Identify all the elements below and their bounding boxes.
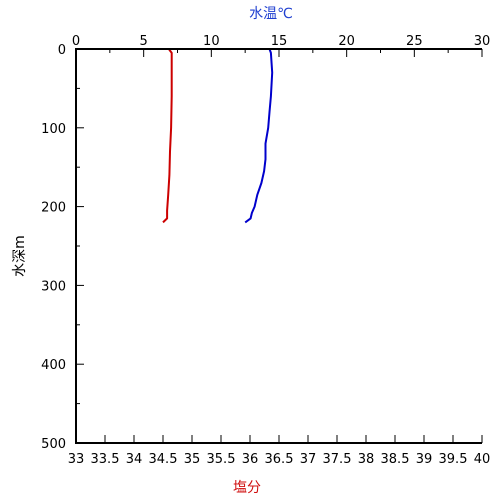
bottom-tick-label: 36.5 (265, 452, 294, 467)
bottom-axis-title: 塩分 (233, 480, 261, 496)
bottom-tick-label: 34.5 (149, 452, 178, 467)
bottom-tick-label: 35 (184, 452, 201, 467)
top-tick-label: 10 (203, 34, 220, 49)
top-tick-label: 25 (406, 34, 423, 49)
left-tick-label: 0 (58, 43, 66, 58)
top-axis-title: 水温℃ (249, 6, 293, 22)
bottom-tick-label: 33.5 (91, 452, 120, 467)
left-tick-label: 400 (41, 358, 66, 373)
bottom-tick-label: 40 (474, 452, 491, 467)
bottom-tick-label: 34 (126, 452, 143, 467)
bottom-tick-label: 35.5 (207, 452, 236, 467)
bottom-tick-label: 37 (300, 452, 317, 467)
top-tick-label: 5 (140, 34, 148, 49)
left-axis-title: 水深m (12, 235, 28, 277)
temperature-profile-line (244, 48, 274, 224)
bottom-tick-label: 37.5 (323, 452, 352, 467)
bottom-tick-label: 36 (242, 452, 259, 467)
left-tick-label: 300 (41, 279, 66, 294)
bottom-tick-label: 33 (68, 452, 85, 467)
top-tick-label: 15 (271, 34, 288, 49)
top-tick-label: 30 (474, 34, 491, 49)
bottom-tick-label: 39 (416, 452, 433, 467)
salinity-profile-line (76, 48, 173, 224)
top-tick-label: 0 (72, 34, 80, 49)
bottom-tick-label: 39.5 (439, 452, 468, 467)
bottom-tick-label: 38 (358, 452, 375, 467)
left-tick-label: 500 (41, 437, 66, 452)
left-tick-label: 100 (41, 122, 66, 137)
bottom-tick-label: 38.5 (381, 452, 410, 467)
left-tick-label: 200 (41, 201, 66, 216)
top-tick-label: 20 (338, 34, 355, 49)
